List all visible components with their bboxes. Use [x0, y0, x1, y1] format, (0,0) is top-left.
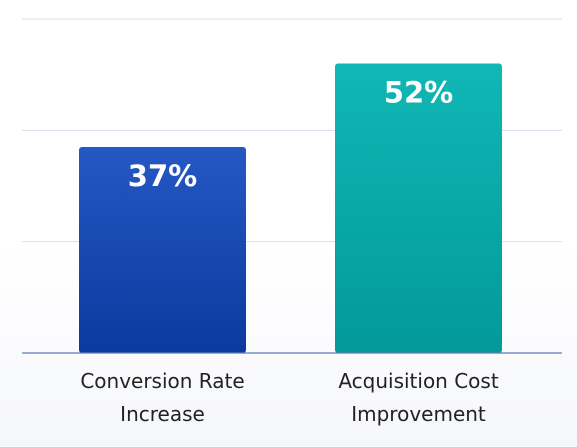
category-label-2-line-2: Improvement — [351, 402, 486, 426]
bar-1-value-label: 37% — [128, 159, 197, 193]
category-labels: Conversion Rate Increase Acquisition Cost I… — [80, 369, 499, 426]
category-label-1-line-2: Increase — [120, 402, 205, 426]
category-label-1-line-1: Conversion Rate — [80, 369, 244, 393]
category-label-2-line-1: Acquisition Cost — [338, 369, 499, 393]
bar-2-value-label: 52% — [384, 76, 453, 110]
bars: 37% 52% — [79, 64, 502, 353]
